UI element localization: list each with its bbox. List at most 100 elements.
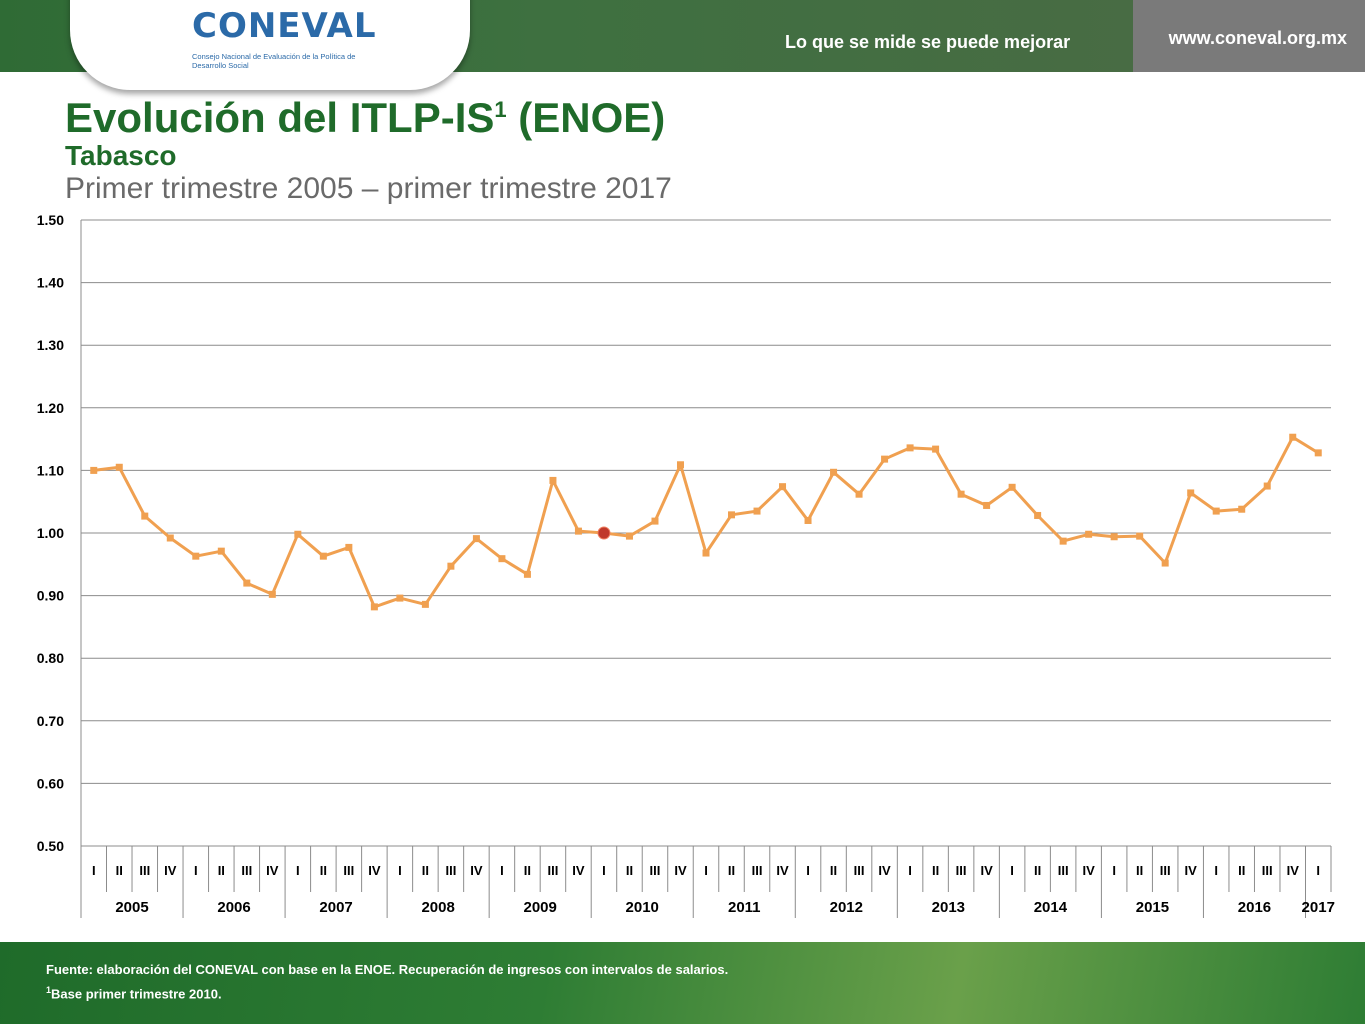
quarter-label: III xyxy=(854,863,865,878)
data-point xyxy=(498,555,506,563)
y-tick-label: 0.60 xyxy=(37,775,64,791)
base-note-mark: 1 xyxy=(46,985,52,995)
website-link[interactable]: www.coneval.org.mx xyxy=(1168,28,1347,48)
quarter-label: IV xyxy=(1083,863,1096,878)
period-label: Primer trimestre 2005 – primer trimestre… xyxy=(65,172,672,205)
quarter-label: I xyxy=(602,863,606,878)
y-tick-label: 1.30 xyxy=(37,337,64,353)
quarter-label: III xyxy=(752,863,763,878)
quarter-label: II xyxy=(932,863,939,878)
page-subtitle: Tabasco xyxy=(65,140,177,171)
title-main: Evolución del ITLP-IS xyxy=(65,94,495,141)
quarter-label: II xyxy=(320,863,327,878)
data-point xyxy=(549,476,557,484)
data-point xyxy=(1085,530,1093,538)
quarter-label: IV xyxy=(1185,863,1198,878)
data-point xyxy=(523,570,531,578)
footer-bar: Fuente: elaboración del CONEVAL con base… xyxy=(0,942,1365,1024)
data-point xyxy=(932,445,940,453)
quarter-label: I xyxy=(194,863,198,878)
data-point xyxy=(1187,489,1195,497)
y-tick-label: 0.90 xyxy=(37,588,64,604)
data-point xyxy=(804,516,812,524)
data-point xyxy=(651,517,659,525)
quarter-label: II xyxy=(1136,863,1143,878)
quarter-label: II xyxy=(1238,863,1245,878)
quarter-label: III xyxy=(1058,863,1069,878)
data-point xyxy=(115,463,123,471)
data-point xyxy=(1059,537,1067,545)
data-point xyxy=(1289,433,1297,441)
data-point xyxy=(702,549,710,557)
y-tick-label: 0.50 xyxy=(37,838,64,854)
data-point xyxy=(319,552,327,560)
quarter-label: I xyxy=(1316,863,1320,878)
quarter-label: IV xyxy=(572,863,585,878)
footer-text: Fuente: elaboración del CONEVAL con base… xyxy=(46,960,728,1004)
quarter-label: IV xyxy=(776,863,789,878)
highlight-point xyxy=(597,526,611,540)
y-tick-label: 1.10 xyxy=(37,462,64,478)
quarter-label: IV xyxy=(164,863,177,878)
data-point xyxy=(421,600,429,608)
quarter-label: IV xyxy=(1287,863,1300,878)
year-label: 2006 xyxy=(217,899,250,916)
data-point xyxy=(1314,449,1322,457)
y-tick-label: 1.00 xyxy=(37,525,64,541)
data-point xyxy=(906,444,914,452)
data-point xyxy=(881,455,889,463)
data-point xyxy=(192,552,200,560)
quarter-label: II xyxy=(728,863,735,878)
quarter-label: I xyxy=(296,863,300,878)
base-note-text: Base primer trimestre 2010. xyxy=(51,986,222,1002)
title-suffix: (ENOE) xyxy=(506,94,666,141)
y-tick-label: 0.70 xyxy=(37,713,64,729)
data-point xyxy=(217,547,225,555)
data-point xyxy=(574,527,582,535)
data-point xyxy=(141,512,149,520)
data-point xyxy=(1110,533,1118,541)
data-point xyxy=(1238,505,1246,513)
data-point xyxy=(243,579,251,587)
slogan: Lo que se mide se puede mejorar xyxy=(785,32,1071,52)
quarter-label: III xyxy=(241,863,252,878)
quarter-label: II xyxy=(116,863,123,878)
year-label: 2014 xyxy=(1034,899,1068,916)
data-point xyxy=(345,543,353,551)
page-title: Evolución del ITLP-IS1 (ENOE) xyxy=(65,94,665,142)
y-tick-label: 0.80 xyxy=(37,650,64,666)
data-point xyxy=(472,535,480,543)
quarter-label: IV xyxy=(368,863,381,878)
data-point xyxy=(1263,482,1271,490)
data-point xyxy=(1034,511,1042,519)
url-box xyxy=(1133,0,1365,72)
y-tick-label: 1.40 xyxy=(37,275,64,291)
data-point xyxy=(983,501,991,509)
coneval-logo[interactable]: CONEVAL xyxy=(192,6,377,46)
quarter-label: I xyxy=(704,863,708,878)
quarter-label: IV xyxy=(674,863,687,878)
data-point xyxy=(447,562,455,570)
data-point xyxy=(855,490,863,498)
base-note: 1Base primer trimestre 2010. xyxy=(46,980,728,1004)
quarter-label: I xyxy=(1112,863,1116,878)
quarter-label: IV xyxy=(980,863,993,878)
quarter-label: I xyxy=(398,863,402,878)
year-label: 2009 xyxy=(523,899,556,916)
quarter-label: IV xyxy=(878,863,891,878)
year-label: 2016 xyxy=(1238,899,1271,916)
y-tick-label: 1.50 xyxy=(37,212,64,228)
quarter-label: I xyxy=(1214,863,1218,878)
year-label: 2012 xyxy=(830,899,863,916)
data-point xyxy=(1161,559,1169,567)
quarter-label: IV xyxy=(266,863,279,878)
quarter-label: III xyxy=(956,863,967,878)
quarter-label: III xyxy=(343,863,354,878)
data-point xyxy=(1008,483,1016,491)
y-tick-label: 1.20 xyxy=(37,400,64,416)
year-label: 2015 xyxy=(1136,899,1169,916)
data-point xyxy=(753,507,761,515)
quarter-label: III xyxy=(650,863,661,878)
year-label: 2017 xyxy=(1302,899,1335,916)
quarter-label: I xyxy=(908,863,912,878)
